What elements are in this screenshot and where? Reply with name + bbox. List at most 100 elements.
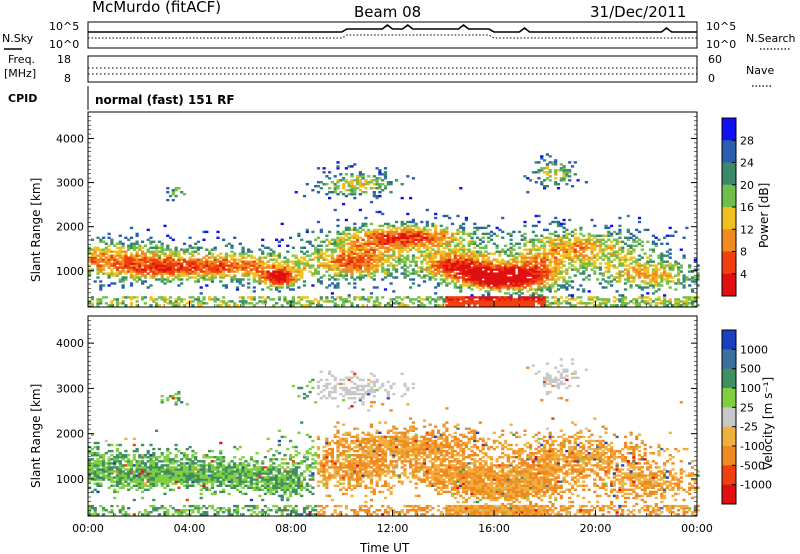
heatmap-cell bbox=[102, 254, 106, 257]
heatmap-cell bbox=[607, 244, 611, 247]
heatmap-cell bbox=[118, 470, 122, 473]
heatmap-cell bbox=[559, 244, 563, 247]
heatmap-cell bbox=[99, 238, 103, 241]
heatmap-cell bbox=[403, 258, 407, 261]
heatmap-cell bbox=[610, 246, 614, 249]
heatmap-cell bbox=[601, 238, 605, 241]
heatmap-cell bbox=[570, 268, 575, 271]
heatmap-cell bbox=[534, 262, 538, 265]
heatmap-cell bbox=[174, 270, 178, 273]
heatmap-cell bbox=[124, 256, 128, 259]
heatmap-cell bbox=[160, 482, 164, 485]
heatmap-cell bbox=[459, 256, 463, 259]
heatmap-cell bbox=[291, 276, 295, 279]
heatmap-cell bbox=[205, 260, 209, 263]
heatmap-cell bbox=[663, 302, 667, 305]
heatmap-cell bbox=[344, 242, 348, 245]
heatmap-cell bbox=[540, 296, 544, 299]
heatmap-cell bbox=[328, 230, 332, 234]
heatmap-cell bbox=[523, 276, 527, 279]
heatmap-cell bbox=[96, 276, 100, 279]
heatmap-cell bbox=[487, 276, 491, 279]
heatmap-cell bbox=[551, 256, 555, 259]
heatmap-cell bbox=[353, 191, 357, 194]
heatmap-cell bbox=[102, 513, 106, 516]
heatmap-cell bbox=[476, 276, 480, 279]
heatmap-cell bbox=[350, 256, 354, 259]
heatmap-cell bbox=[411, 177, 415, 180]
heatmap-cell bbox=[353, 256, 357, 259]
heatmap-cell bbox=[347, 189, 351, 192]
heatmap-cell bbox=[168, 274, 173, 277]
heatmap-cell bbox=[540, 278, 544, 281]
heatmap-cell bbox=[690, 296, 695, 299]
heatmap-cell bbox=[534, 264, 538, 267]
heatmap-cell bbox=[110, 462, 114, 465]
heatmap-cell bbox=[283, 272, 287, 275]
heatmap-cell bbox=[565, 282, 569, 285]
heatmap-cell bbox=[364, 264, 368, 267]
heatmap-cell bbox=[93, 509, 97, 512]
heatmap-cell bbox=[456, 260, 460, 263]
heatmap-cell bbox=[143, 513, 147, 516]
heatmap-cell bbox=[400, 232, 404, 236]
heatmap-cell bbox=[275, 286, 279, 289]
heatmap-cell bbox=[213, 276, 217, 279]
heatmap-cell bbox=[545, 185, 549, 188]
heatmap-cell bbox=[436, 248, 441, 251]
heatmap-cell bbox=[579, 246, 583, 249]
heatmap-cell bbox=[462, 244, 466, 247]
heatmap-cell bbox=[579, 300, 583, 303]
heatmap-cell bbox=[241, 250, 245, 253]
heatmap-cell bbox=[626, 228, 630, 232]
heatmap-cell bbox=[556, 224, 561, 228]
heatmap-cell bbox=[562, 250, 566, 253]
heatmap-cell bbox=[632, 270, 636, 273]
heatmap-cell bbox=[115, 460, 120, 463]
heatmap-cell bbox=[297, 268, 301, 271]
heatmap-cell bbox=[344, 270, 348, 273]
heatmap-cell bbox=[369, 248, 374, 251]
heatmap-cell bbox=[369, 296, 374, 299]
heatmap-cell bbox=[646, 256, 650, 259]
heatmap-cell bbox=[584, 276, 588, 279]
heatmap-cell bbox=[358, 226, 362, 230]
heatmap-cell bbox=[378, 238, 382, 241]
heatmap-cell bbox=[297, 264, 301, 267]
heatmap-cell bbox=[651, 240, 655, 243]
heatmap-cell bbox=[143, 476, 147, 479]
heatmap-cell bbox=[395, 264, 399, 267]
heatmap-cell bbox=[99, 260, 103, 263]
heatmap-cell bbox=[319, 282, 323, 285]
heatmap-cell bbox=[445, 244, 449, 247]
heatmap-cell bbox=[411, 256, 415, 259]
heatmap-cell bbox=[283, 270, 287, 273]
heatmap-cell bbox=[559, 302, 563, 305]
heatmap-cell bbox=[308, 302, 312, 305]
heatmap-cell bbox=[467, 286, 471, 289]
heatmap-cell bbox=[540, 155, 544, 158]
heatmap-cell bbox=[554, 159, 558, 162]
heatmap-cell bbox=[495, 266, 499, 269]
heatmap-cell bbox=[222, 300, 226, 303]
heatmap-cell bbox=[166, 276, 170, 279]
heatmap-cell bbox=[478, 268, 482, 271]
heatmap-cell bbox=[534, 260, 538, 263]
heatmap-cell bbox=[196, 278, 201, 281]
heatmap-cell bbox=[439, 282, 443, 285]
heatmap-cell bbox=[302, 280, 307, 283]
heatmap-cell bbox=[467, 240, 471, 243]
heatmap-cell bbox=[255, 272, 259, 275]
heatmap-cell bbox=[361, 246, 365, 249]
heatmap-cell bbox=[358, 266, 362, 269]
heatmap-cell bbox=[364, 240, 368, 243]
heatmap-cell bbox=[325, 244, 329, 247]
heatmap-cell bbox=[498, 266, 502, 269]
heatmap-cell bbox=[587, 238, 591, 241]
heatmap-cell bbox=[671, 304, 675, 307]
heatmap-cell bbox=[96, 468, 100, 471]
heatmap-cell bbox=[515, 302, 519, 305]
heatmap-cell bbox=[640, 256, 644, 259]
heatmap-cell bbox=[570, 258, 575, 261]
heatmap-cell bbox=[618, 264, 622, 267]
